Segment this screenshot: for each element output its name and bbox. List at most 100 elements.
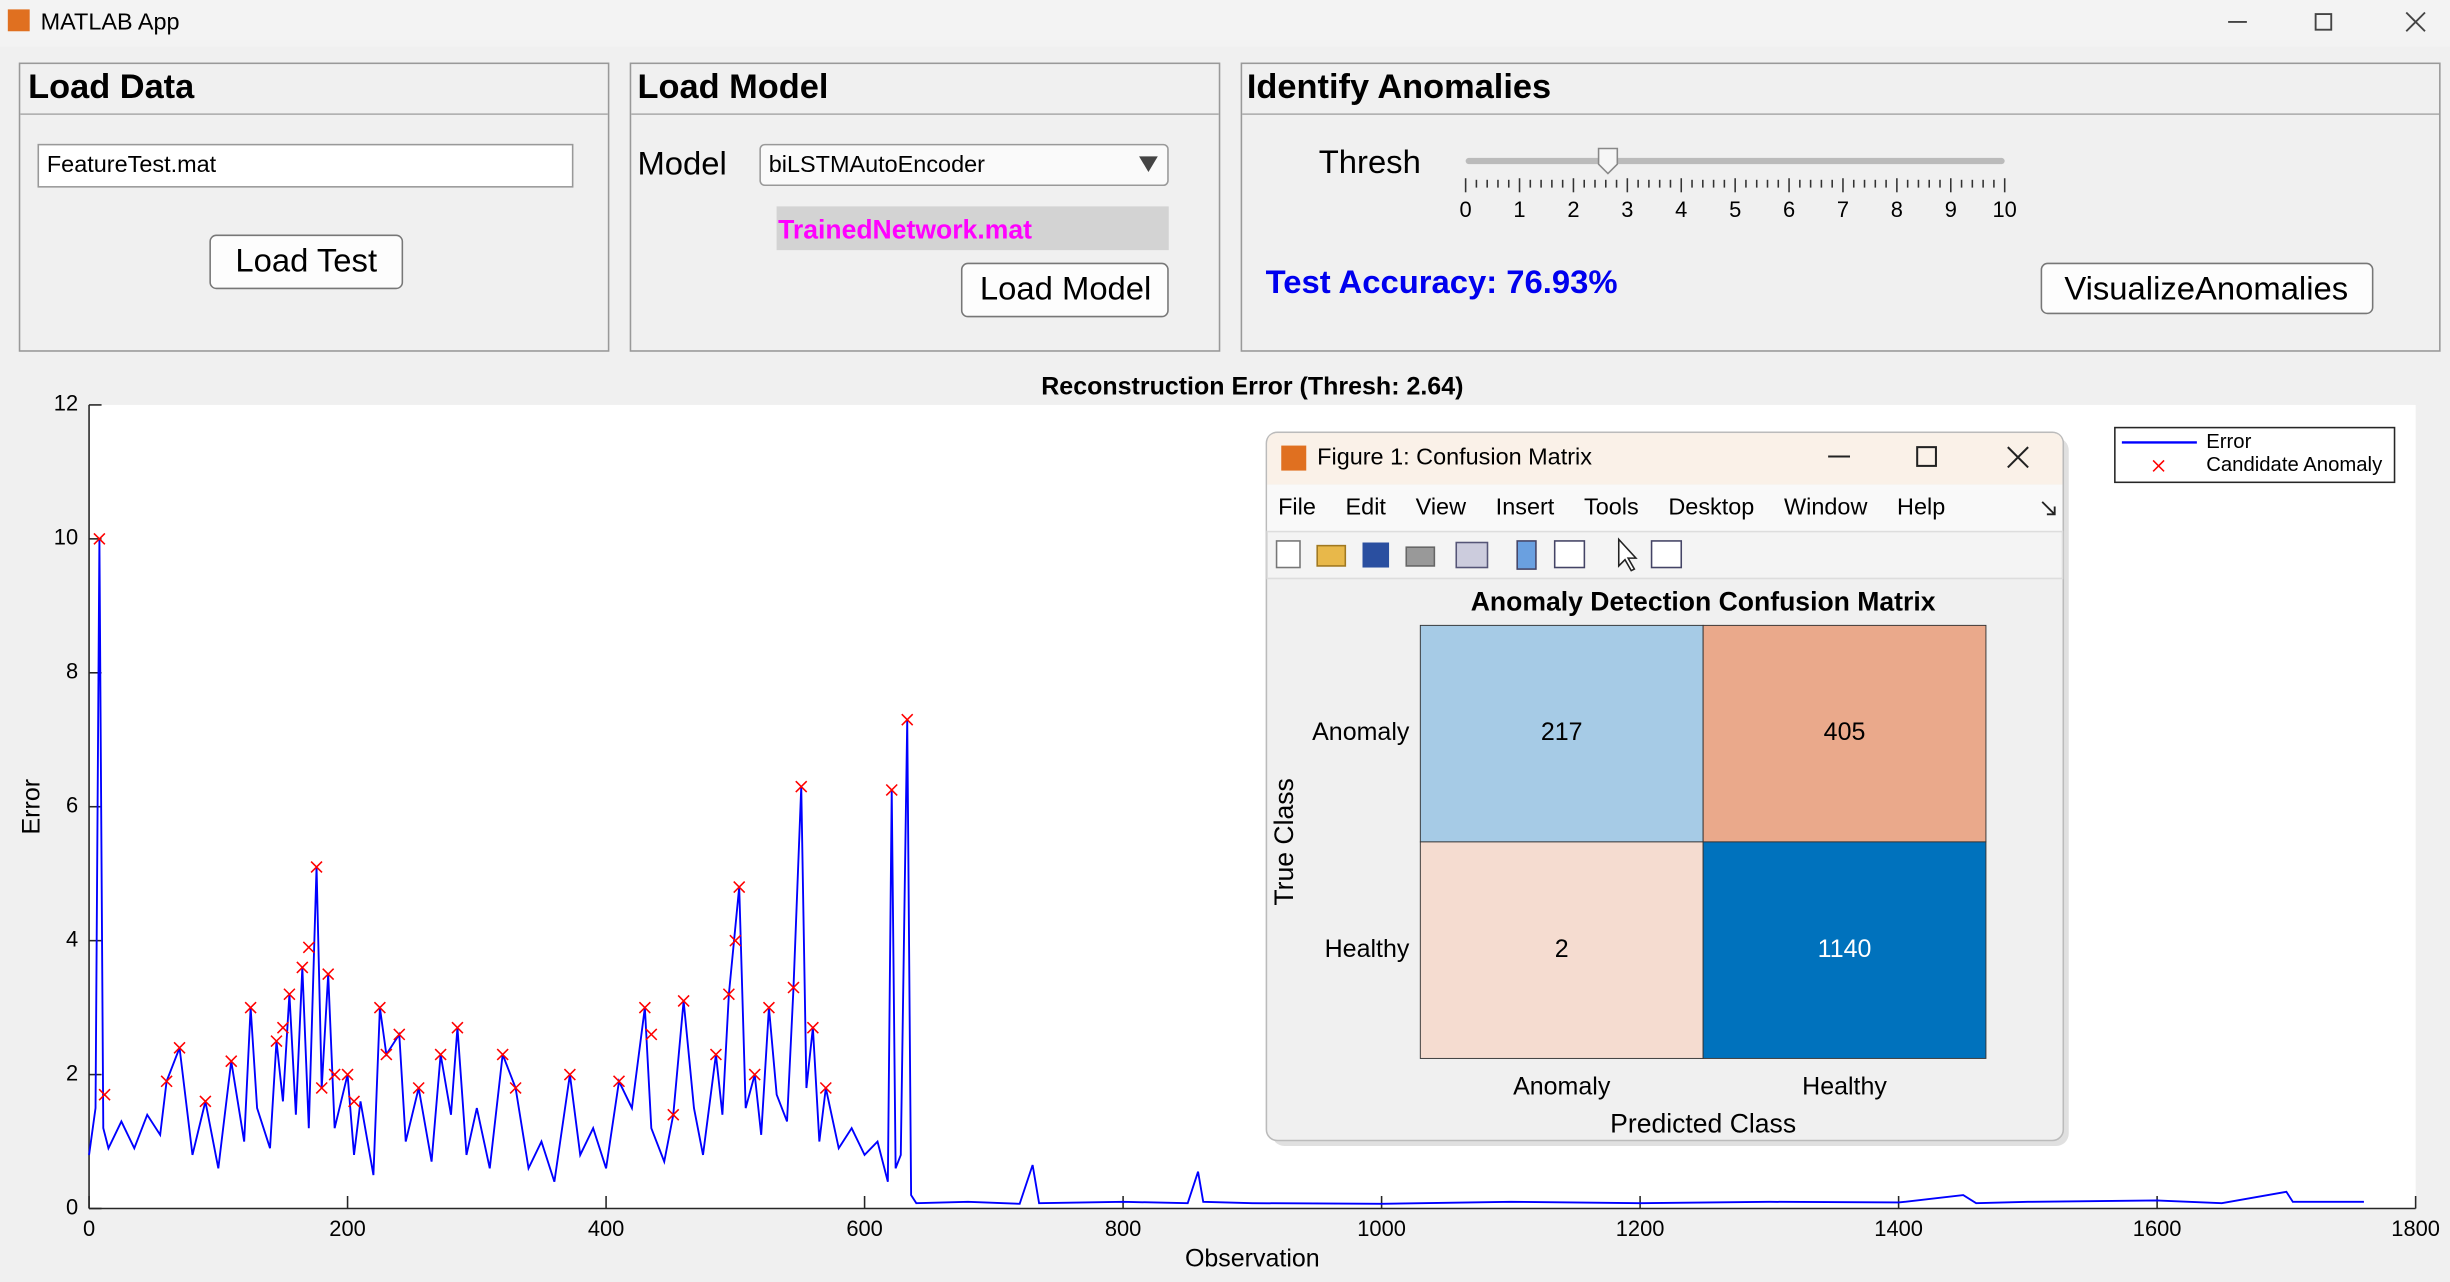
anomaly-marker [563,1068,576,1081]
reconstruction-chart: 0 2 4 6 8 10 12 0 200 400 600 800 1000 1200 1400 1600 18… [17,372,2440,1272]
cell-value: 2 [1555,935,1569,963]
menu-bar [1267,484,2063,532]
slider-tick-label: 5 [1729,197,1741,222]
y-axis-label: Error [17,779,45,835]
link-icon[interactable] [1455,541,1489,569]
accuracy-text: Test Accuracy: 76.93% [1266,263,1618,300]
anomaly-marker [748,1068,761,1081]
cell-value: 1140 [1818,935,1872,963]
anomaly-marker [160,1075,173,1088]
anomaly-marker [296,961,309,974]
x-tick-label: 1400 [1874,1216,1923,1241]
load-test-button[interactable] [209,234,404,290]
save-icon[interactable] [1362,542,1390,568]
y-tick-label: 2 [66,1060,78,1085]
close-button[interactable] [2405,11,2426,32]
menu-item[interactable]: Help [1897,493,1945,519]
x-tick-label: 800 [1105,1216,1141,1241]
matrix-cell [1419,624,1704,843]
menu-item[interactable]: Desktop [1668,493,1754,519]
anomaly-marker [199,1095,212,1108]
dock-arrow[interactable] [2041,501,2056,516]
close-button[interactable] [2007,446,2029,469]
anomaly-marker [225,1055,238,1068]
anomaly-marker [270,1035,283,1048]
anomaly-marker [795,780,808,793]
anomaly-marker [98,1088,111,1101]
slider-track[interactable] [1465,157,2005,165]
anomaly-marker [709,1048,722,1061]
model-label: Model [638,144,727,181]
figure-window: Figure 1: Confusion Matrix File Edit View I… [1265,431,2069,1146]
anomaly-marker [667,1108,680,1121]
model-dropdown[interactable] [759,143,1169,187]
cell-value: 217 [1541,718,1583,746]
matrix-cell [1702,624,1987,843]
menu: File Edit View Insert Tools Desktop Window Help [1278,493,1945,519]
slider[interactable]: 0 1 2 3 4 5 6 7 8 9 10 [1460,147,2017,222]
y-tick-label: 6 [66,792,78,817]
slider-thumb[interactable] [1597,147,1619,175]
slider-tick-label: 8 [1891,197,1903,222]
visualize-button[interactable] [2040,262,2374,315]
slider-tick-label: 10 [1993,197,2017,222]
x-tick-label: 1000 [1357,1216,1406,1241]
row-label: Healthy [1325,935,1410,963]
file-input[interactable] [37,143,574,188]
anomaly-marker [787,981,800,994]
panel-title: Load Model [638,68,829,106]
anomaly-marker [819,1081,832,1095]
anomaly-marker [283,988,296,1001]
anomaly-marker [348,1095,361,1108]
slider-tick-label: 0 [1460,197,1472,222]
anomaly-marker [412,1081,425,1095]
menu-item[interactable]: Tools [1584,493,1639,519]
menu-item[interactable]: File [1278,493,1316,519]
colorbar-icon[interactable] [1516,540,1537,570]
figure-title: Figure 1: Confusion Matrix [1317,443,1592,469]
y-tick-label: 12 [54,391,78,416]
slider-tick-label: 3 [1621,197,1633,222]
chart-title: Reconstruction Error (Thresh: 2.64) [1041,372,1463,400]
anomaly-marker [509,1081,522,1095]
anomaly-marker [244,1001,257,1014]
anomaly-marker [315,1081,328,1095]
legend-marker [2152,459,2165,472]
maximize-button[interactable] [1916,446,1937,467]
restore-button[interactable] [2314,13,2333,31]
title-bar [0,0,2450,47]
x-tick-label: 1600 [2133,1216,2182,1241]
pointer-icon[interactable] [1617,537,1638,572]
matrix-cell [1419,841,1704,1059]
panel-title: Load Data [28,68,195,106]
cell-value: 405 [1824,718,1866,746]
legend-label: Error [2206,431,2251,453]
anomaly-marker [173,1041,186,1054]
menu-item[interactable]: View [1416,493,1466,519]
x-axis-label: Predicted Class [1610,1109,1796,1139]
menu-item[interactable]: Window [1784,493,1867,519]
anomaly-marker [612,1075,626,1088]
legend-icon[interactable] [1553,540,1586,569]
anomaly-marker [373,1001,386,1014]
print-icon[interactable] [1405,546,1436,567]
new-icon[interactable] [1275,540,1301,569]
y-tick-label: 10 [54,525,78,550]
app-icon [7,9,30,32]
anomaly-marker [302,941,315,954]
dropdown-arrow [1139,156,1158,172]
menu-item[interactable]: Insert [1496,493,1555,519]
open-icon[interactable] [1316,544,1347,567]
matrix-cell [1702,841,1987,1059]
anomaly-marker [496,1048,509,1061]
window-title: MATLAB App [41,9,180,35]
anomaly-marker [638,1001,651,1014]
anomaly-marker [380,1048,393,1061]
menu-item[interactable]: Edit [1346,493,1387,519]
column-label: Anomaly [1513,1073,1611,1101]
load-model-button[interactable] [960,262,1169,318]
property-icon[interactable] [1650,540,1683,569]
legend-box [2114,426,2396,484]
anomaly-marker [328,1068,341,1081]
